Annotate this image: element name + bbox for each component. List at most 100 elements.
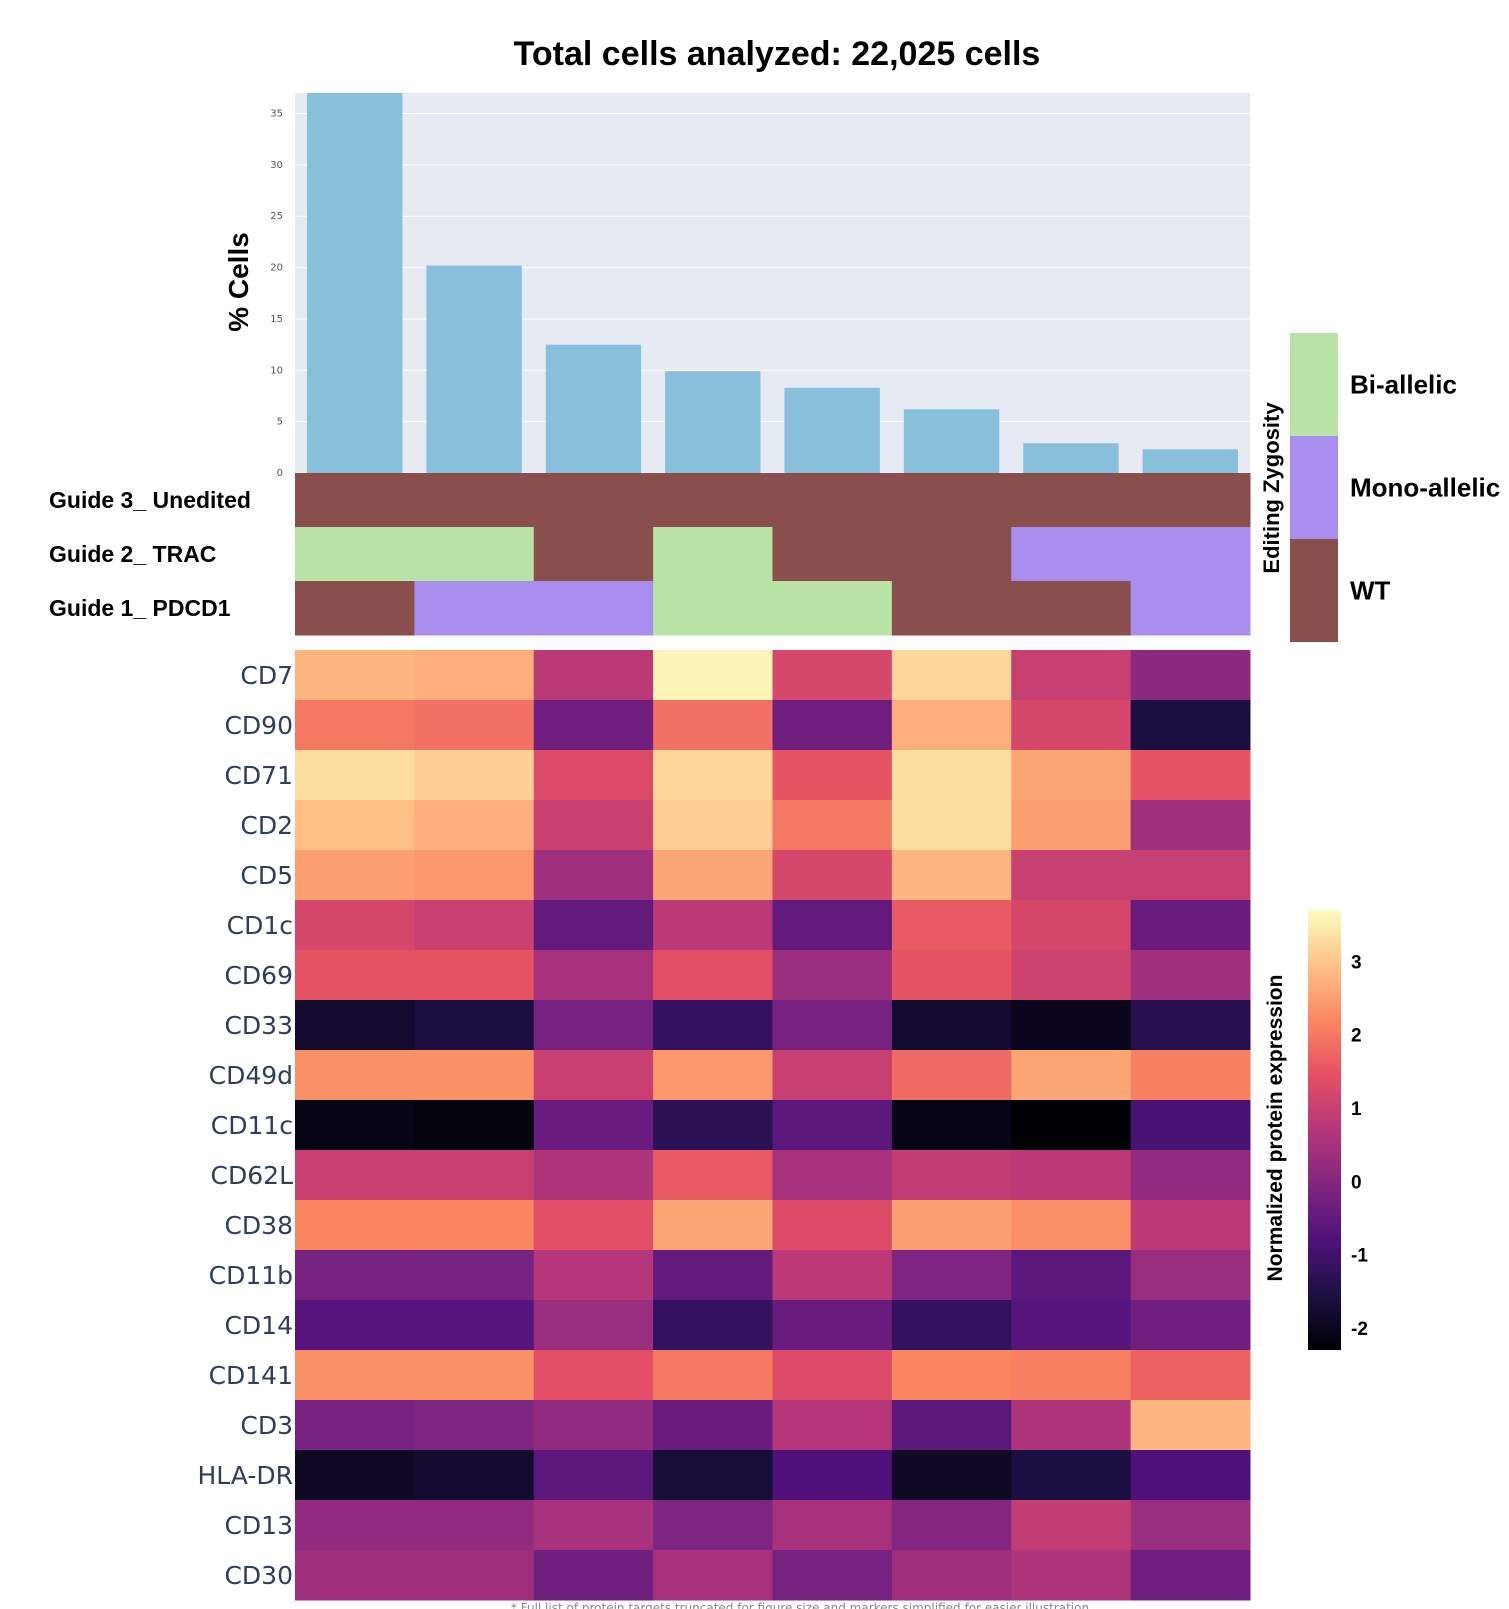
heatmap-cell: [653, 1300, 773, 1351]
heatmap-cell: [653, 1250, 773, 1301]
heatmap-cell: [891, 1000, 1012, 1051]
heatmap-cell: [772, 1300, 893, 1351]
heatmap-cell: [414, 750, 535, 801]
heatmap-cell: [653, 1550, 773, 1601]
marker-label: CD1c: [227, 911, 293, 940]
heatmap-cell: [772, 1100, 893, 1151]
bar-y-tick-label: 0: [277, 468, 283, 479]
heatmap-cell: [295, 1200, 415, 1251]
genotype-cell: [772, 581, 893, 636]
bar: [903, 409, 1000, 473]
heatmap-cell: [653, 1000, 773, 1051]
heatmap-cell: [1130, 800, 1251, 851]
bar-y-tick-label: 35: [270, 109, 283, 120]
heatmap-cell: [295, 900, 415, 951]
heatmap-cell: [295, 750, 415, 801]
heatmap-cell: [891, 1300, 1012, 1351]
heatmap-cell: [1011, 1000, 1132, 1051]
heatmap-cell: [772, 1450, 893, 1501]
marker-label: HLA-DR: [198, 1461, 294, 1490]
zygosity-legend: Bi-allelic Mono-allelic WT Editing Zygosity: [1259, 333, 1500, 642]
colorbar-tick-label: 2: [1351, 1026, 1362, 1047]
colorbar-tick-label: 1: [1351, 1099, 1362, 1120]
genotype-cell: [891, 473, 1012, 528]
heatmap-cell: [533, 1050, 654, 1101]
heatmap-cell: [295, 1150, 415, 1201]
legend-swatch: [1290, 539, 1338, 642]
heatmap-cell: [533, 1400, 654, 1451]
legend-entry: WT: [1350, 576, 1391, 606]
heatmap-cell: [414, 700, 535, 751]
heatmap-cell: [653, 1050, 773, 1101]
bar: [426, 265, 522, 473]
heatmap-cell: [772, 950, 893, 1001]
heatmap-cell: [533, 750, 654, 801]
genotype-cell: [414, 581, 535, 636]
heatmap-cell: [414, 950, 535, 1001]
colorbar-tick-label: -1: [1351, 1246, 1368, 1267]
heatmap-cell: [653, 900, 773, 951]
marker-label: CD5: [240, 861, 293, 890]
heatmap-cell: [1130, 1250, 1251, 1301]
heatmap-cell: [772, 1200, 893, 1251]
heatmap-cell: [533, 1100, 654, 1151]
genotype-cell: [414, 527, 535, 582]
heatmap-cell: [1130, 1000, 1251, 1051]
heatmap-cell: [891, 900, 1012, 951]
heatmap-cell: [891, 700, 1012, 751]
marker-label: CD38: [224, 1211, 293, 1240]
heatmap-cell: [414, 1500, 535, 1551]
heatmap-cell: [653, 650, 773, 701]
heatmap-cell: [295, 1350, 415, 1401]
heatmap-cell: [891, 950, 1012, 1001]
marker-label: CD141: [209, 1361, 293, 1390]
chart-title: Total cells analyzed: 22,025 cells: [514, 35, 1041, 73]
bar-y-tick-label: 10: [270, 365, 283, 376]
genotype-cell: [891, 581, 1012, 636]
heatmap-cell: [1011, 900, 1132, 951]
heatmap-cell: [533, 850, 654, 901]
footnote: * Full list of protein targets truncated…: [511, 1601, 1089, 1609]
genotype-track: Guide 3_ Unedited Guide 2_ TRAC Guide 1_ P…: [49, 473, 1251, 636]
genotype-cell: [772, 527, 893, 582]
heatmap-cell: [295, 1050, 415, 1101]
heatmap-cell: [653, 1400, 773, 1451]
heatmap-cell: [891, 1150, 1012, 1201]
marker-label: CD62L: [211, 1161, 294, 1190]
heatmap-cell: [1011, 1100, 1132, 1151]
heatmap-cell: [891, 1450, 1012, 1501]
heatmap-cell: [1130, 1400, 1251, 1451]
heatmap-cell: [414, 1250, 535, 1301]
heatmap-cell: [295, 1400, 415, 1451]
heatmap-cell: [772, 1250, 893, 1301]
bar: [1142, 449, 1238, 473]
heatmap-cell: [1011, 1250, 1132, 1301]
heatmap-cell: [891, 1550, 1012, 1601]
genotype-cell: [295, 581, 415, 636]
heatmap-cell: [533, 1150, 654, 1201]
heatmap-cell: [772, 1500, 893, 1551]
heatmap-cell: [295, 1550, 415, 1601]
marker-label: CD14: [224, 1311, 293, 1340]
heatmap-cell: [891, 800, 1012, 851]
heatmap-cell: [891, 1500, 1012, 1551]
heatmap-cell: [772, 900, 893, 951]
heatmap-cell: [653, 800, 773, 851]
bar: [545, 344, 642, 473]
colorbar-tick-label: 3: [1351, 952, 1362, 973]
heatmap-cell: [414, 900, 535, 951]
heatmap-cell: [772, 750, 893, 801]
heatmap-cell: [1011, 1450, 1132, 1501]
heatmap-cell: [1011, 1300, 1132, 1351]
heatmap-cell: [533, 1500, 654, 1551]
heatmap: [295, 650, 1251, 1601]
heatmap-cell: [414, 800, 535, 851]
heatmap-cell: [295, 1500, 415, 1551]
heatmap-cell: [1130, 750, 1251, 801]
genotype-cell: [1130, 581, 1251, 636]
heatmap-cell: [1130, 1300, 1251, 1351]
heatmap-cell: [1130, 1350, 1251, 1401]
heatmap-cell: [414, 1300, 535, 1351]
heatmap-cell: [1011, 650, 1132, 701]
bar-y-ticks: 0 5 10 15 20 25 30 35: [270, 109, 283, 479]
